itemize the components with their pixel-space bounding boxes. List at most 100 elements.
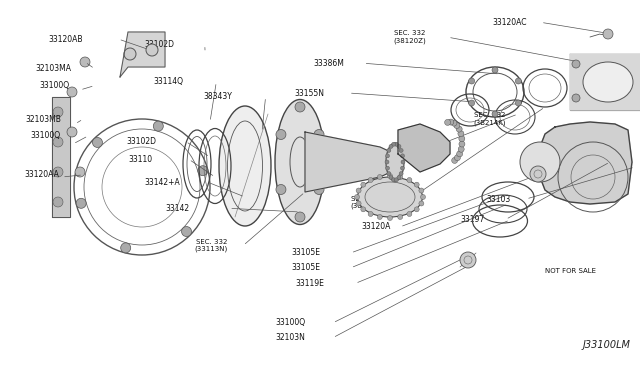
Circle shape [182,227,191,237]
Circle shape [80,57,90,67]
Circle shape [454,122,460,128]
Circle shape [419,188,424,193]
Circle shape [603,29,613,39]
Circle shape [76,198,86,208]
Text: 33142+A: 33142+A [144,178,180,187]
Circle shape [53,167,63,177]
Circle shape [75,167,85,177]
Circle shape [401,160,405,164]
Circle shape [458,146,464,152]
Circle shape [387,171,391,176]
Circle shape [520,142,560,182]
Text: 33120AB: 33120AB [48,35,83,44]
Circle shape [295,212,305,222]
Circle shape [397,215,403,219]
Circle shape [414,182,419,187]
Circle shape [67,127,77,137]
Circle shape [314,129,324,140]
Circle shape [387,173,392,179]
Text: 33120AC: 33120AC [493,18,527,27]
Circle shape [468,100,475,106]
Circle shape [92,137,102,147]
Circle shape [515,100,522,106]
Circle shape [314,185,324,195]
Polygon shape [305,132,395,192]
Text: 33100Q: 33100Q [31,131,61,140]
Text: 33142: 33142 [165,204,189,213]
Circle shape [378,174,382,180]
Text: 33197: 33197 [461,215,485,224]
Circle shape [459,136,465,142]
Circle shape [392,178,396,182]
Circle shape [356,188,361,193]
Circle shape [414,207,419,212]
Text: 33102D: 33102D [127,137,157,146]
Circle shape [492,111,498,117]
Circle shape [394,178,398,182]
Circle shape [385,166,390,170]
Polygon shape [570,54,640,110]
Polygon shape [52,97,70,217]
Circle shape [368,177,373,183]
Text: 33105E: 33105E [291,248,320,257]
Ellipse shape [219,106,271,226]
Circle shape [387,148,391,153]
Ellipse shape [358,177,422,217]
Circle shape [399,148,403,153]
Circle shape [361,182,366,187]
Circle shape [154,121,163,131]
Circle shape [146,44,158,56]
Circle shape [460,252,476,268]
Circle shape [492,67,498,73]
Circle shape [385,160,389,164]
Circle shape [392,142,396,146]
Text: 33120A: 33120A [362,222,391,231]
Circle shape [468,78,475,84]
Text: J33100LM: J33100LM [582,340,630,350]
Circle shape [397,144,401,148]
Text: 32103MA: 32103MA [35,64,71,73]
Text: 33114Q: 33114Q [154,77,184,86]
Circle shape [399,171,403,176]
Circle shape [452,157,458,163]
Circle shape [385,154,390,158]
Text: 33120AA: 33120AA [24,170,59,179]
Circle shape [401,166,404,170]
Circle shape [198,166,208,176]
Circle shape [454,155,460,161]
Ellipse shape [386,143,404,181]
Circle shape [276,185,286,195]
Circle shape [378,215,382,219]
Text: 33155N: 33155N [294,89,324,97]
Ellipse shape [275,99,325,224]
Circle shape [448,119,454,125]
Circle shape [458,131,464,137]
Text: SEC. 332
(38120Z): SEC. 332 (38120Z) [393,31,426,44]
Text: 33105E: 33105E [291,263,320,272]
Circle shape [397,174,403,180]
Text: 33110: 33110 [128,155,152,164]
Circle shape [355,195,360,199]
Text: 33119E: 33119E [296,279,324,288]
Text: 38343Y: 38343Y [204,92,232,101]
Circle shape [394,142,398,146]
Polygon shape [398,124,450,172]
Circle shape [361,207,366,212]
Circle shape [53,137,63,147]
Circle shape [459,141,465,147]
Circle shape [530,166,546,182]
Text: 33103: 33103 [486,195,511,203]
Circle shape [515,78,522,84]
Text: 38109K: 38109K [351,155,380,164]
Text: 33386M: 33386M [314,59,344,68]
Circle shape [356,201,361,206]
Circle shape [389,144,393,148]
Circle shape [456,126,462,132]
Text: SEC. 332
(33113N): SEC. 332 (33113N) [195,239,228,252]
Circle shape [276,129,286,140]
Text: 32103MB: 32103MB [26,115,61,124]
Circle shape [368,212,373,217]
Circle shape [407,212,412,217]
Circle shape [401,154,404,158]
Circle shape [397,176,401,180]
